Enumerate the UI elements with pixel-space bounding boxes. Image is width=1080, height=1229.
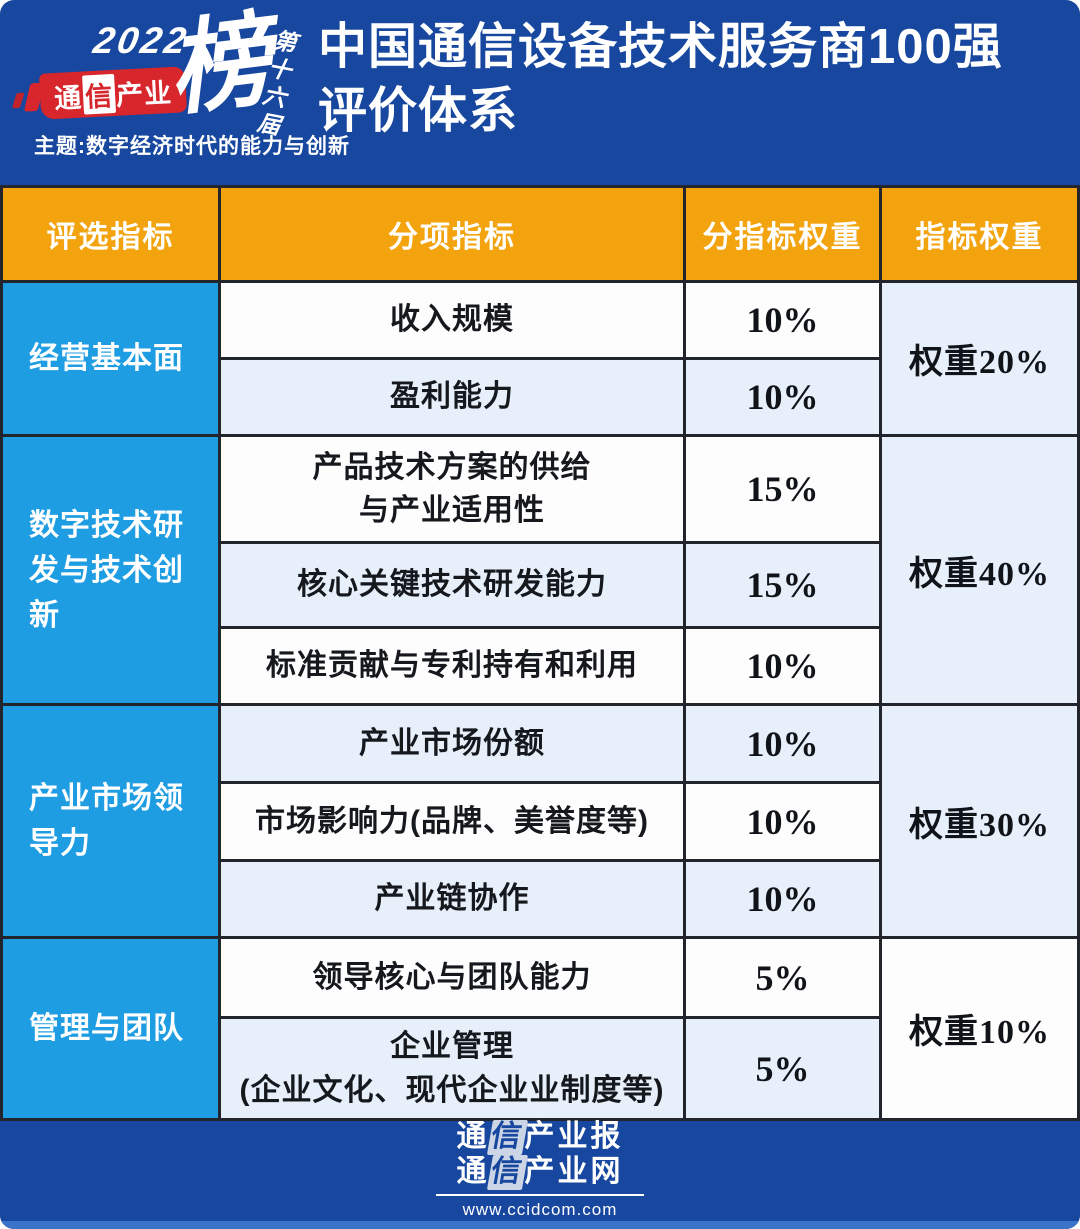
row-name-line1: 产品技术方案的供给 [312,450,592,484]
row-pct: 10% [686,360,879,434]
brand-banner: 通信产业 [38,66,188,120]
page-title: 中国通信设备技术服务商100强 评价体系 [318,16,1068,143]
row-pct: 15% [686,544,879,626]
row-name: 产业链协作 [221,862,683,936]
row-pct: 15% [686,437,879,541]
row-name: 核心关键技术研发能力 [221,544,683,626]
row-name: 企业管理 (企业文化、现代企业业制度等) [221,1019,683,1118]
row-pct: 10% [686,706,879,781]
footer-brand1-pre: 通 [456,1120,490,1153]
col-header-indicator: 评选指标 [3,188,218,280]
footer-divider [436,1194,644,1196]
row-name: 产业市场份额 [221,706,683,781]
row-pct: 10% [686,862,879,936]
header: 2022 通信产业 榜 第十六届 主题:数字经济时代的能力与创新 中国通信设备技… [0,0,1080,185]
row-name: 市场影响力(品牌、美誉度等) [221,784,683,859]
col-header-subindicator: 分项指标 [221,188,683,280]
brand-mark: 信 [82,73,117,115]
title-line1: 中国通信设备技术服务商100强 [318,20,1003,74]
row-name: 标准贡献与专利持有和利用 [221,629,683,703]
row-pct: 10% [686,283,879,357]
brand-pre: 通 [53,82,83,114]
footer-brand2-pre: 通 [456,1154,490,1188]
row-name-line2: 与产业适用性 [359,494,545,527]
col-header-weight: 指标权重 [882,188,1077,280]
row-name: 收入规模 [221,283,683,357]
row-pct: 10% [686,784,879,859]
group-weight: 权重10% [882,939,1077,1118]
brand-logo: 2022 通信产业 榜 第十六届 主题:数字经济时代的能力与创新 [0,0,349,185]
title-line2: 评价体系 [318,83,519,138]
row-name: 领导核心与团队能力 [221,939,683,1016]
row-name-line2: (企业文化、现代企业业制度等) [239,1073,665,1107]
group-weight: 权重30% [882,706,1077,936]
group-label-fundamentals: 经营基本面 [3,283,218,434]
footer-brand-paper: 通信产业报 [457,1120,624,1155]
footer: 通信产业报 通信产业网 www.ccidcom.com [0,1120,1080,1229]
bottom-accent-strip [0,1221,1080,1229]
row-name-line1: 企业管理 [390,1030,514,1063]
footer-brand1-post: 产业报 [524,1120,624,1153]
footer-brand-web: 通信产业网 [456,1154,624,1189]
footer-url: www.ccidcom.com [462,1200,618,1219]
row-pct: 5% [686,1019,879,1118]
group-label-market-leadership: 产业市场领导力 [3,706,218,936]
row-pct: 10% [686,629,879,703]
footer-brand2-post: 产业网 [524,1154,624,1188]
brand-post: 产业 [115,77,173,111]
evaluation-table: 评选指标 分项指标 分指标权重 指标权重 经营基本面 收入规模 10% 盈利能力… [0,185,1080,1121]
group-weight: 权重20% [882,283,1077,434]
group-weight: 权重40% [882,437,1077,703]
row-name: 盈利能力 [221,360,683,434]
row-name: 产品技术方案的供给 与产业适用性 [221,437,683,541]
footer-brand2-mark: 信 [486,1154,528,1189]
group-label-digital-tech: 数字技术研发与技术创新 [3,437,218,703]
footer-brand1-mark: 信 [486,1120,528,1155]
theme-line: 主题:数字经济时代的能力与创新 [34,135,350,158]
group-label-management-team: 管理与团队 [3,939,218,1118]
col-header-subweight: 分指标权重 [686,188,879,280]
row-pct: 5% [686,939,879,1016]
